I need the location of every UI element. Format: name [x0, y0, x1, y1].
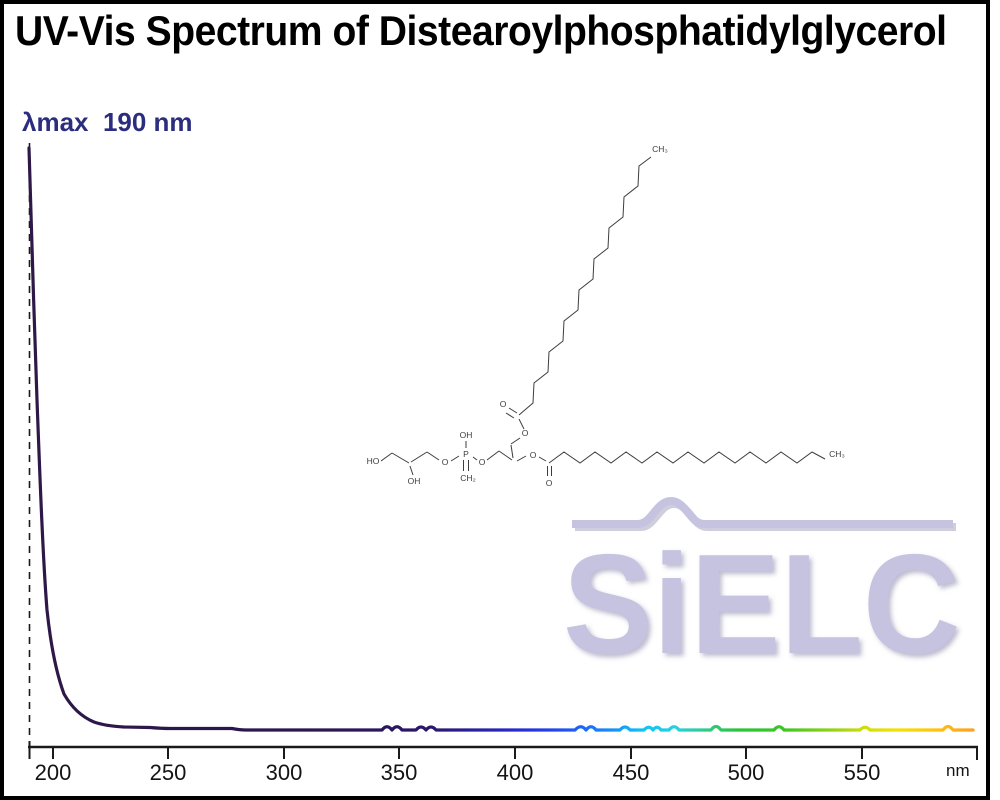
tick-label-250: 250 — [149, 760, 187, 785]
atom-label-ho: HO — [367, 456, 380, 466]
tick-label-350: 350 — [380, 760, 418, 785]
tick-label-400: 400 — [496, 760, 534, 785]
sielc-watermark: SiELC — [563, 525, 961, 684]
x-axis — [28, 741, 978, 760]
tick-label-500: 500 — [727, 760, 765, 785]
tick-label-300: 300 — [265, 760, 303, 785]
tick-label-550: 550 — [843, 760, 881, 785]
atom-label-ch3-right: CH₃ — [829, 449, 845, 459]
lambda-max-annotation: λmax 190 nm — [22, 107, 193, 137]
atom-label-oh1: OH — [408, 476, 421, 486]
watermark-peak-line — [572, 496, 956, 531]
atom-label-o6: O — [546, 478, 553, 488]
spectrum-curve — [27, 146, 975, 732]
axis-unit-label: nm — [946, 761, 970, 780]
atom-label-o2: O — [479, 457, 486, 467]
page-title: UV-Vis Spectrum of Distearoylphosphatidy… — [15, 7, 947, 54]
atom-label-o1: O — [442, 457, 449, 467]
atom-label-ch3-top: CH₃ — [652, 144, 668, 154]
tick-label-200: 200 — [34, 760, 72, 785]
atom-label-ch2: CH₂ — [460, 473, 476, 483]
atom-label-o3: O — [522, 428, 529, 438]
atom-label-o5: O — [530, 450, 537, 460]
atom-label-oh2: OH — [460, 430, 473, 440]
molecule-structure: HO OH O OH P CH₂ O O O O O CH₃ CH₃ — [367, 144, 845, 488]
tick-label-450: 450 — [612, 760, 650, 785]
atom-label-o4: O — [500, 399, 507, 409]
atom-label-p: P — [463, 449, 469, 459]
